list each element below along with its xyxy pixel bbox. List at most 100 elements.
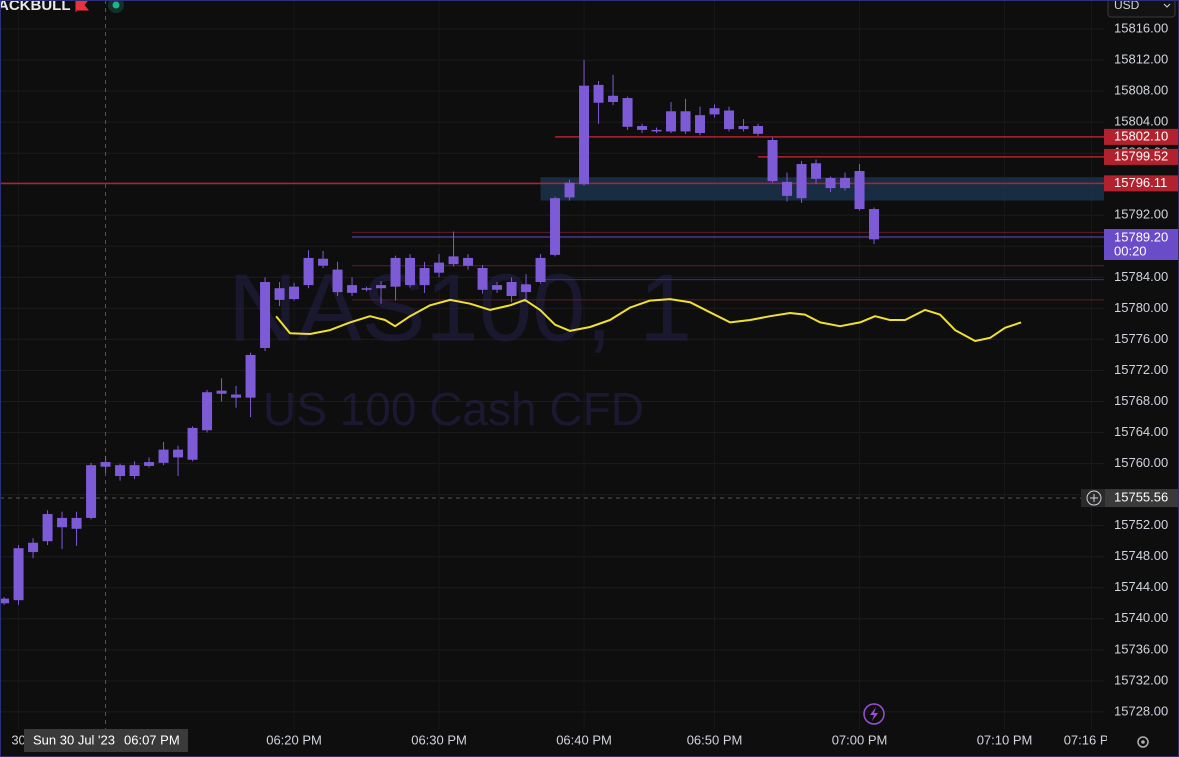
candle-body bbox=[187, 427, 198, 460]
candle-body bbox=[28, 542, 39, 553]
y-tick-label: 15808.00 bbox=[1114, 83, 1168, 98]
candle-body bbox=[144, 462, 155, 466]
candle-body bbox=[492, 285, 503, 290]
candle-body bbox=[405, 257, 416, 286]
y-tick-label: 15792.00 bbox=[1114, 207, 1168, 222]
candle-body bbox=[347, 285, 358, 293]
y-tick-label: 15728.00 bbox=[1114, 703, 1168, 718]
y-tick-label: 15816.00 bbox=[1114, 20, 1168, 35]
candle-body bbox=[245, 354, 256, 398]
candle-body bbox=[724, 110, 735, 130]
candle-body bbox=[57, 517, 68, 528]
crosshair-plus-button[interactable] bbox=[1086, 490, 1102, 506]
candle-body bbox=[42, 514, 53, 542]
candle-body bbox=[260, 282, 271, 348]
candle-body bbox=[753, 126, 764, 134]
settings-center bbox=[1141, 740, 1145, 744]
grid bbox=[0, 28, 1104, 713]
candle-body bbox=[419, 268, 430, 286]
candle-body bbox=[811, 163, 822, 179]
candle-body bbox=[680, 111, 691, 132]
candle-body bbox=[709, 108, 720, 115]
y-tick-label: 15752.00 bbox=[1114, 517, 1168, 532]
candle-body bbox=[550, 198, 561, 255]
candle-body bbox=[666, 111, 677, 132]
candle-body bbox=[564, 182, 575, 198]
y-tick-label: 15804.00 bbox=[1114, 114, 1168, 129]
countdown-label: 00:20 bbox=[1114, 243, 1147, 258]
currency-select[interactable] bbox=[1107, 0, 1176, 18]
candle-body bbox=[173, 449, 184, 458]
candle-body bbox=[535, 257, 546, 283]
current-price-label: 15789.20 bbox=[1114, 229, 1168, 244]
candle-body bbox=[825, 178, 836, 189]
x-tick-label: 06:20 PM bbox=[266, 732, 322, 747]
candle-body bbox=[289, 286, 300, 300]
candle-body bbox=[376, 285, 387, 289]
candle-body bbox=[695, 115, 706, 134]
candle-body bbox=[129, 465, 140, 477]
candle-body bbox=[13, 548, 24, 601]
x-tick-label: 06:30 PM bbox=[411, 732, 467, 747]
candle-body bbox=[796, 164, 807, 199]
level-label: 15802.10 bbox=[1114, 128, 1168, 143]
candle-body bbox=[361, 288, 372, 290]
watermark-description: US 100 Cash CFD bbox=[263, 383, 644, 435]
candle-body bbox=[651, 129, 662, 132]
current-price-bg bbox=[1104, 228, 1179, 260]
crosshair-price-label: 15755.56 bbox=[1114, 489, 1168, 504]
candle-body bbox=[840, 178, 851, 189]
y-tick-label: 15772.00 bbox=[1114, 362, 1168, 377]
y-tick-label: 15812.00 bbox=[1114, 52, 1168, 67]
status-dot bbox=[112, 1, 120, 9]
candle-body bbox=[637, 126, 648, 130]
x-tick-label: 07:00 PM bbox=[832, 732, 888, 747]
x-tick-label: 06:50 PM bbox=[687, 732, 743, 747]
candle-body bbox=[332, 269, 343, 293]
candle-body bbox=[869, 209, 880, 240]
chevron bbox=[1163, 3, 1171, 8]
y-tick-label: 15760.00 bbox=[1114, 455, 1168, 470]
candle-body bbox=[463, 257, 474, 266]
watermark-symbol: NAS100, 1 bbox=[228, 254, 692, 361]
level-label: 15796.11 bbox=[1114, 175, 1167, 190]
settings-button[interactable] bbox=[1137, 736, 1149, 748]
crosshair-time: 06:07 PM bbox=[124, 732, 180, 747]
lightning-button[interactable] bbox=[863, 703, 885, 725]
candle-body bbox=[767, 139, 778, 182]
candle-body bbox=[782, 181, 793, 196]
candle-body bbox=[274, 288, 285, 300]
candle-body bbox=[448, 256, 459, 265]
candle-body bbox=[854, 171, 865, 210]
candle-body bbox=[622, 98, 633, 127]
candle-body bbox=[86, 465, 97, 518]
candle-body bbox=[158, 449, 169, 463]
crosshair-date: Sun 30 Jul '23 bbox=[33, 732, 115, 747]
brand: ACKBULL bbox=[0, 0, 71, 14]
plus-icon bbox=[1090, 494, 1098, 503]
candle-body bbox=[216, 390, 227, 394]
overlay-line bbox=[275, 298, 1022, 342]
y-tick-label: 15736.00 bbox=[1114, 641, 1168, 656]
candle-body bbox=[738, 126, 749, 130]
flag-icon[interactable] bbox=[75, 0, 90, 12]
level-label-bg bbox=[1104, 148, 1179, 165]
candle-body bbox=[231, 394, 242, 398]
x-tick-label: 06:40 PM bbox=[556, 732, 612, 747]
y-tick-label: 15764.00 bbox=[1114, 424, 1168, 439]
currency-label: USD bbox=[1114, 0, 1140, 12]
y-tick-label: 15780.00 bbox=[1114, 300, 1168, 315]
plot bbox=[0, 0, 1104, 729]
x-tick-label: 07:16 PM bbox=[1064, 732, 1120, 747]
candle-body bbox=[390, 257, 401, 287]
level-label: 15799.52 bbox=[1114, 148, 1168, 163]
candle-body bbox=[506, 282, 517, 296]
y-tick-label: 15744.00 bbox=[1114, 579, 1168, 594]
candle-body bbox=[0, 598, 10, 604]
candle-body bbox=[434, 262, 445, 273]
candle-body bbox=[202, 392, 213, 431]
price-axis: 15816.0015812.0015808.0015804.0015800.00… bbox=[11, 20, 1179, 755]
y-tick-label: 15740.00 bbox=[1114, 610, 1168, 625]
